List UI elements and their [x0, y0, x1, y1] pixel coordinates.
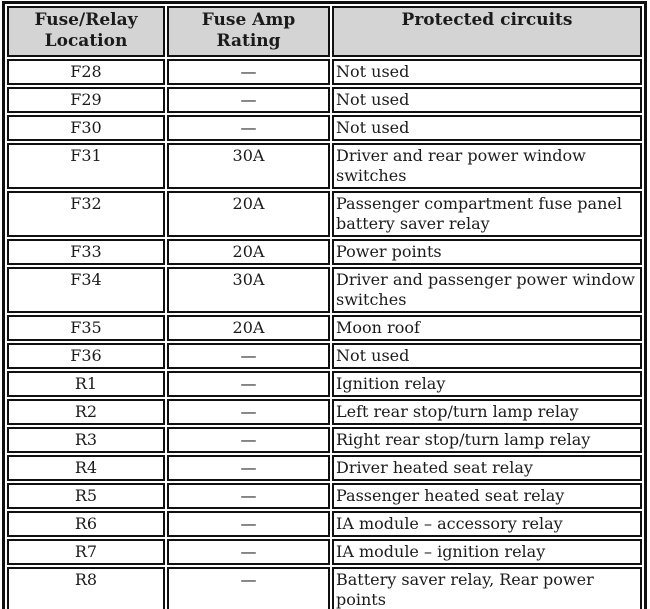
fuse-location-cell: F30 — [7, 115, 165, 141]
table-row: F28 — Not used — [7, 59, 642, 85]
amp-rating-cell: — — [167, 539, 330, 565]
table-row: F35 20A Moon roof — [7, 315, 642, 341]
amp-rating-cell: 30A — [167, 143, 330, 189]
amp-rating-cell: 20A — [167, 239, 330, 265]
protected-circuits-cell: Moon roof — [332, 315, 642, 341]
amp-rating-cell: — — [167, 483, 330, 509]
fuse-location-cell: R5 — [7, 483, 165, 509]
fuse-location-cell: F33 — [7, 239, 165, 265]
protected-circuits-cell: Ignition relay — [332, 371, 642, 397]
table-row: F34 30A Driver and passenger power windo… — [7, 267, 642, 313]
fuse-location-cell: R8 — [7, 567, 165, 609]
amp-rating-cell: — — [167, 427, 330, 453]
fuse-location-cell: F35 — [7, 315, 165, 341]
amp-rating-cell: — — [167, 567, 330, 609]
header-fuse-amp-rating: Fuse Amp Rating — [167, 6, 330, 57]
protected-circuits-cell: Not used — [332, 343, 642, 369]
table-row: R8 — Battery saver relay, Rear power poi… — [7, 567, 642, 609]
fuse-location-cell: F28 — [7, 59, 165, 85]
table-row: F33 20A Power points — [7, 239, 642, 265]
protected-circuits-cell: Not used — [332, 59, 642, 85]
protected-circuits-cell: Driver and rear power window switches — [332, 143, 642, 189]
protected-circuits-cell: IA module – accessory relay — [332, 511, 642, 537]
protected-circuits-cell: IA module – ignition relay — [332, 539, 642, 565]
protected-circuits-cell: Driver and passenger power window switch… — [332, 267, 642, 313]
amp-rating-cell: 20A — [167, 191, 330, 237]
table-row: R3 — Right rear stop/turn lamp relay — [7, 427, 642, 453]
table-row: R7 — IA module – ignition relay — [7, 539, 642, 565]
table-row: R5 — Passenger heated seat relay — [7, 483, 642, 509]
amp-rating-cell: — — [167, 399, 330, 425]
protected-circuits-cell: Passenger compartment fuse panel battery… — [332, 191, 642, 237]
fuse-table-body: F28 — Not used F29 — Not used F30 — Not … — [7, 59, 642, 609]
amp-rating-cell: 20A — [167, 315, 330, 341]
protected-circuits-cell: Left rear stop/turn lamp relay — [332, 399, 642, 425]
fuse-location-cell: R2 — [7, 399, 165, 425]
header-fuse-relay-location: Fuse/Relay Location — [7, 6, 165, 57]
table-row: F31 30A Driver and rear power window swi… — [7, 143, 642, 189]
amp-rating-cell: — — [167, 371, 330, 397]
fuse-location-cell: R6 — [7, 511, 165, 537]
amp-rating-cell: — — [167, 87, 330, 113]
protected-circuits-cell: Driver heated seat relay — [332, 455, 642, 481]
fuse-location-cell: F32 — [7, 191, 165, 237]
fuse-location-cell: F31 — [7, 143, 165, 189]
amp-rating-cell: 30A — [167, 267, 330, 313]
fuse-location-cell: R3 — [7, 427, 165, 453]
fuse-location-cell: R1 — [7, 371, 165, 397]
fuse-location-cell: F29 — [7, 87, 165, 113]
fuse-location-cell: F36 — [7, 343, 165, 369]
table-row: R6 — IA module – accessory relay — [7, 511, 642, 537]
table-row: F30 — Not used — [7, 115, 642, 141]
protected-circuits-cell: Not used — [332, 87, 642, 113]
table-row: F36 — Not used — [7, 343, 642, 369]
protected-circuits-cell: Not used — [332, 115, 642, 141]
table-row: R4 — Driver heated seat relay — [7, 455, 642, 481]
table-row: R2 — Left rear stop/turn lamp relay — [7, 399, 642, 425]
protected-circuits-cell: Right rear stop/turn lamp relay — [332, 427, 642, 453]
fuse-table-header: Fuse/Relay Location Fuse Amp Rating Prot… — [7, 6, 642, 57]
protected-circuits-cell: Passenger heated seat relay — [332, 483, 642, 509]
amp-rating-cell: — — [167, 59, 330, 85]
protected-circuits-cell: Battery saver relay, Rear power points — [332, 567, 642, 609]
header-protected-circuits: Protected circuits — [332, 6, 642, 57]
header-row: Fuse/Relay Location Fuse Amp Rating Prot… — [7, 6, 642, 57]
protected-circuits-cell: Power points — [332, 239, 642, 265]
amp-rating-cell: — — [167, 455, 330, 481]
fuse-location-cell: F34 — [7, 267, 165, 313]
amp-rating-cell: — — [167, 511, 330, 537]
table-row: F29 — Not used — [7, 87, 642, 113]
table-row: R1 — Ignition relay — [7, 371, 642, 397]
amp-rating-cell: — — [167, 115, 330, 141]
amp-rating-cell: — — [167, 343, 330, 369]
table-row: F32 20A Passenger compartment fuse panel… — [7, 191, 642, 237]
fuse-location-cell: R7 — [7, 539, 165, 565]
fuse-location-cell: R4 — [7, 455, 165, 481]
